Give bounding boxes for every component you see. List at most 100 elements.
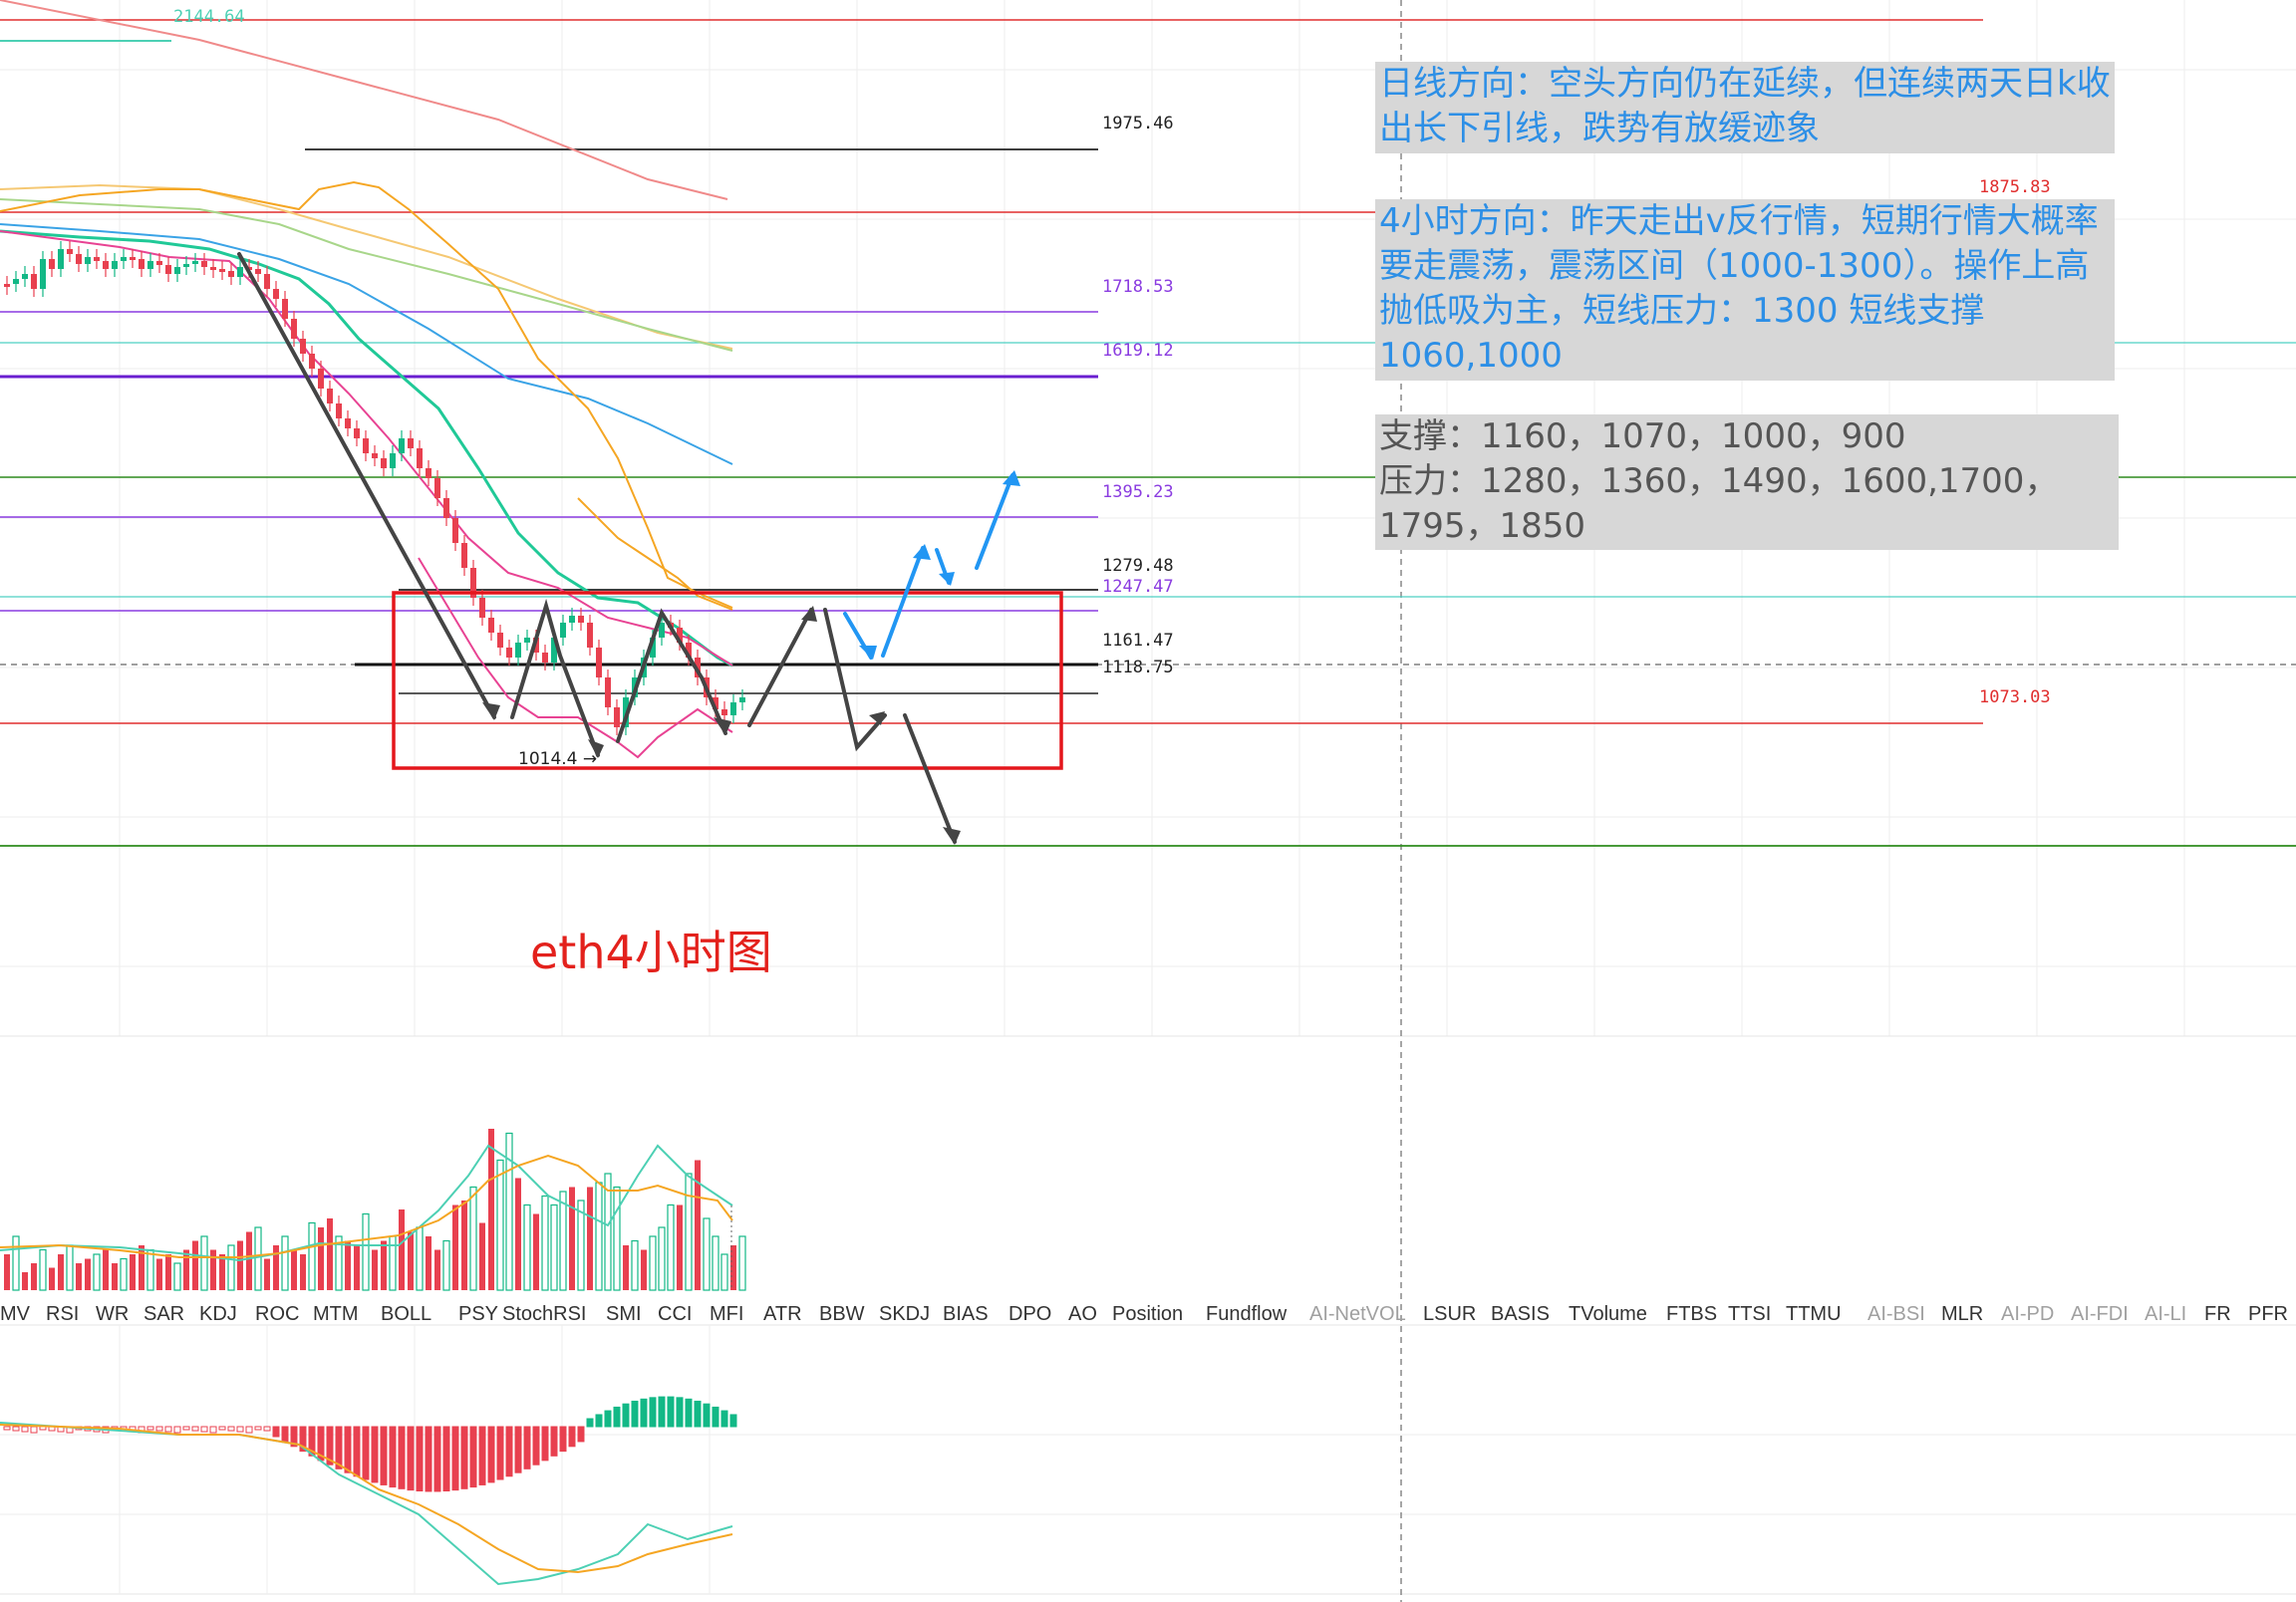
volume-bar — [416, 1226, 424, 1291]
indicator-tab-ftbs[interactable]: FTBS — [1666, 1303, 1718, 1325]
macd-bar — [523, 1426, 531, 1469]
indicator-tab-fr[interactable]: FR — [2204, 1303, 2231, 1325]
indicator-tab-rsi[interactable]: RSI — [46, 1303, 80, 1325]
candle-body — [542, 653, 548, 663]
candle-body — [336, 403, 342, 418]
macd-bar — [658, 1396, 666, 1428]
volume-bar — [219, 1254, 225, 1290]
candle-body — [22, 274, 28, 279]
candle-body — [4, 284, 10, 287]
volume-bar — [452, 1204, 458, 1290]
candle-body — [605, 677, 611, 707]
candle-body — [76, 254, 82, 264]
candle-body — [515, 643, 521, 658]
macd-bar — [398, 1426, 406, 1489]
indicator-tab-boll[interactable]: BOLL — [381, 1303, 432, 1325]
volume-bar — [39, 1248, 47, 1291]
indicator-tab-position[interactable]: Position — [1112, 1303, 1184, 1325]
macd-bar — [550, 1426, 558, 1457]
indicator-tab-mfi[interactable]: MFI — [710, 1303, 744, 1325]
macd-bar — [155, 1426, 163, 1432]
macd-bar — [568, 1426, 576, 1448]
candle-body — [614, 707, 620, 727]
macd-bar — [200, 1426, 208, 1433]
candle-body — [578, 616, 584, 623]
indicator-tab-ao[interactable]: AO — [1068, 1303, 1097, 1325]
volume-bar — [264, 1258, 270, 1290]
indicator-tab-bbw[interactable]: BBW — [819, 1303, 865, 1325]
candle-body — [255, 269, 261, 274]
arrow-blue-2 — [881, 546, 925, 658]
volume-bar — [720, 1253, 728, 1291]
volume-bar — [237, 1240, 243, 1290]
volume-bar — [631, 1239, 639, 1291]
macd-bar — [362, 1426, 370, 1480]
candle-body — [650, 638, 656, 658]
candle-body — [49, 259, 55, 269]
label-1718: 1718.53 — [1102, 277, 1174, 297]
macd-bar — [344, 1426, 352, 1473]
volume-bar — [345, 1240, 351, 1290]
macd-bar — [290, 1426, 298, 1448]
indicator-tab-lsur[interactable]: LSUR — [1423, 1303, 1477, 1325]
macd-bar — [514, 1426, 522, 1473]
candle-body — [721, 709, 727, 715]
boll-lower — [418, 557, 733, 759]
volume-bar — [146, 1248, 154, 1291]
indicator-tab-bias[interactable]: BIAS — [943, 1303, 989, 1325]
indicator-tab-ttmu[interactable]: TTMU — [1786, 1303, 1842, 1325]
macd-bar — [631, 1400, 639, 1428]
label-1619: 1619.12 — [1102, 341, 1174, 361]
indicator-tab-pfr[interactable]: PFR — [2248, 1303, 2288, 1325]
volume-bar — [200, 1235, 208, 1291]
indicator-tab-ai-bsi[interactable]: AI-BSI — [1867, 1303, 1925, 1325]
indicator-tab-atr[interactable]: ATR — [763, 1303, 802, 1325]
indicator-tab-dpo[interactable]: DPO — [1008, 1303, 1052, 1325]
indicator-tab-psy[interactable]: PSY — [458, 1303, 499, 1325]
indicator-tab-tvolume[interactable]: TVolume — [1569, 1303, 1647, 1325]
macd-bar — [685, 1398, 693, 1428]
indicator-tab-roc[interactable]: ROC — [255, 1303, 300, 1325]
indicator-tab-ttsi[interactable]: TTSI — [1728, 1303, 1772, 1325]
macd-bar — [478, 1426, 486, 1485]
indicator-tab-ai-li[interactable]: AI-LI — [2145, 1303, 2187, 1325]
volume-bar — [183, 1249, 189, 1290]
indicator-tab-wr[interactable]: WR — [96, 1303, 130, 1325]
indicator-tab-kdj[interactable]: KDJ — [199, 1303, 237, 1325]
indicator-tab-smi[interactable]: SMI — [606, 1303, 642, 1325]
volume-bar — [362, 1212, 370, 1291]
indicator-tab-stochrsi[interactable]: StochRSI — [502, 1303, 587, 1325]
macd-bar — [272, 1426, 280, 1438]
candle-body — [228, 271, 234, 277]
indicator-tab-ai-pd[interactable]: AI-PD — [2001, 1303, 2055, 1325]
moving-averages — [0, 0, 733, 759]
indicator-tab-mtm[interactable]: MTM — [313, 1303, 359, 1325]
macd-bar — [209, 1426, 217, 1434]
volume-bar — [496, 1159, 504, 1291]
indicator-tab-skdj[interactable]: SKDJ — [879, 1303, 931, 1325]
label-1014: 1014.4 → — [518, 749, 597, 769]
candle-body — [291, 319, 297, 339]
volume-bar — [550, 1203, 558, 1291]
macd-bar — [676, 1397, 684, 1428]
candle-body — [506, 648, 512, 658]
macd-bar — [496, 1426, 504, 1480]
annotation-4h: 4小时方向：昨天走出v反行情，短期行情大概率要走震荡，震荡区间（1000-130… — [1375, 199, 2115, 381]
indicator-tab-ai-fdi[interactable]: AI-FDI — [2071, 1303, 2129, 1325]
indicator-tab-fundflow[interactable]: Fundflow — [1206, 1303, 1288, 1325]
volume-bar — [738, 1235, 746, 1291]
indicator-tab-ai-netvol[interactable]: AI-NetVOL — [1309, 1303, 1406, 1325]
indicator-tab-mlr[interactable]: MLR — [1941, 1303, 1984, 1325]
indicator-tab-mv[interactable]: MV — [0, 1303, 30, 1325]
macd-bar — [371, 1426, 379, 1483]
indicator-tab-sar[interactable]: SAR — [144, 1303, 185, 1325]
candle-body — [309, 354, 315, 369]
volume-bar — [120, 1257, 128, 1291]
indicator-tab-basis[interactable]: BASIS — [1491, 1303, 1550, 1325]
volume-bar — [658, 1226, 666, 1291]
arrow-blue-4 — [975, 473, 1014, 570]
candle-body — [67, 249, 73, 254]
macd-bar — [532, 1426, 540, 1466]
ma-teal — [0, 229, 733, 668]
indicator-tab-cci[interactable]: CCI — [658, 1303, 693, 1325]
